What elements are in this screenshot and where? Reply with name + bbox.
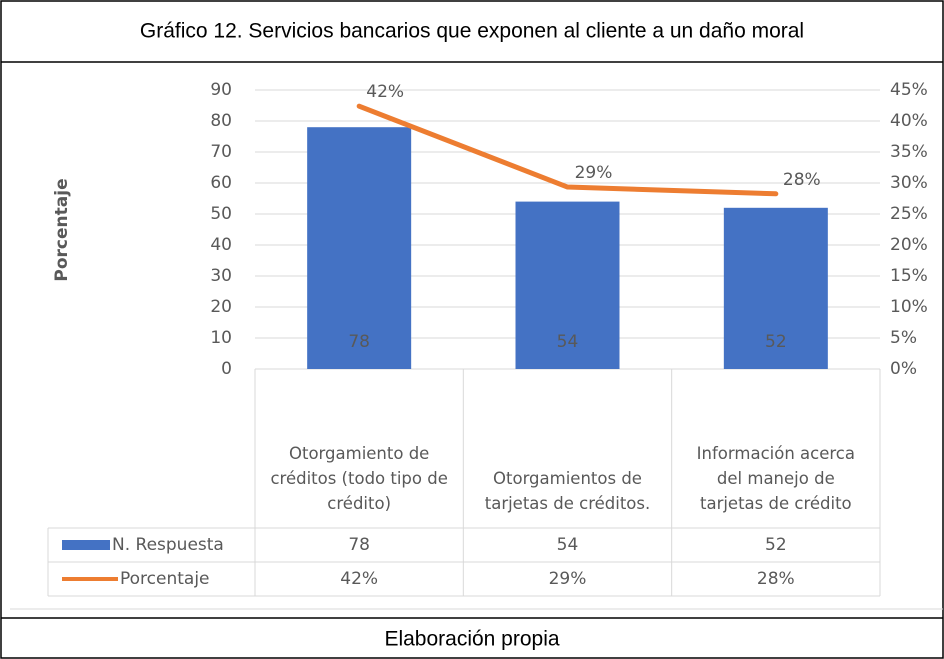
- bar-label: 52: [765, 332, 787, 352]
- y-tick-label: 30: [210, 266, 232, 286]
- y2-tick-label: 0%: [890, 359, 917, 379]
- table-value: 28%: [757, 569, 795, 589]
- line-label: 42%: [366, 82, 404, 102]
- category-cell: Otorgamiento de créditos (todo tipo de c…: [270, 444, 448, 513]
- y-tick-label: 0: [221, 359, 232, 379]
- bar-label: 54: [557, 332, 579, 352]
- y-tick-label: 50: [210, 204, 232, 224]
- chart-title: Gráfico 12. Servicios bancarios que expo…: [140, 20, 804, 43]
- y-tick-label: 60: [210, 173, 232, 193]
- table-value: 29%: [549, 569, 587, 589]
- bar: [307, 127, 412, 369]
- y2-tick-label: 15%: [890, 266, 928, 286]
- category-cell: Otorgamientos de tarjetas de créditos.: [484, 469, 651, 513]
- bar: [723, 207, 828, 369]
- y2-tick-label: 45%: [890, 80, 928, 100]
- y2-tick-label: 25%: [890, 204, 928, 224]
- y-tick-label: 40: [210, 235, 232, 255]
- source: Elaboración propia: [384, 628, 559, 651]
- y-tick-label: 10: [210, 328, 232, 348]
- y-tick-label: 70: [210, 142, 232, 162]
- y2-tick-label: 40%: [890, 111, 928, 131]
- bar-label: 78: [348, 332, 370, 352]
- table-value: 78: [348, 535, 370, 555]
- x-tick-label: Información acerca del manejo de tarjeta…: [696, 444, 855, 513]
- x-tick-label: Otorgamientos de tarjetas de créditos.: [484, 469, 651, 513]
- y2-tick-label: 35%: [890, 142, 928, 162]
- category-cell: Información acerca del manejo de tarjeta…: [696, 444, 855, 513]
- legend-label: N. Respuesta: [112, 535, 224, 555]
- y-tick-label: 80: [210, 111, 232, 131]
- line: [356, 103, 779, 197]
- line-label: 28%: [783, 170, 821, 190]
- x-tick-label: Otorgamiento de créditos (todo tipo de c…: [270, 444, 448, 513]
- y2-tick-label: 5%: [890, 328, 917, 348]
- table-value: 52: [765, 535, 787, 555]
- y-tick-label: 20: [210, 297, 232, 317]
- y2-tick-label: 10%: [890, 297, 928, 317]
- table-value: 54: [557, 535, 579, 555]
- y-axis-label: Porcentaje: [52, 178, 72, 281]
- line-label: 29%: [575, 163, 613, 183]
- legend-swatch: [62, 540, 110, 550]
- bar: [515, 201, 620, 369]
- y-tick-label: 90: [210, 80, 232, 100]
- table-value: 42%: [340, 569, 378, 589]
- y2-tick-label: 30%: [890, 173, 928, 193]
- legend-label: Porcentaje: [120, 569, 210, 589]
- y2-tick-label: 20%: [890, 235, 928, 255]
